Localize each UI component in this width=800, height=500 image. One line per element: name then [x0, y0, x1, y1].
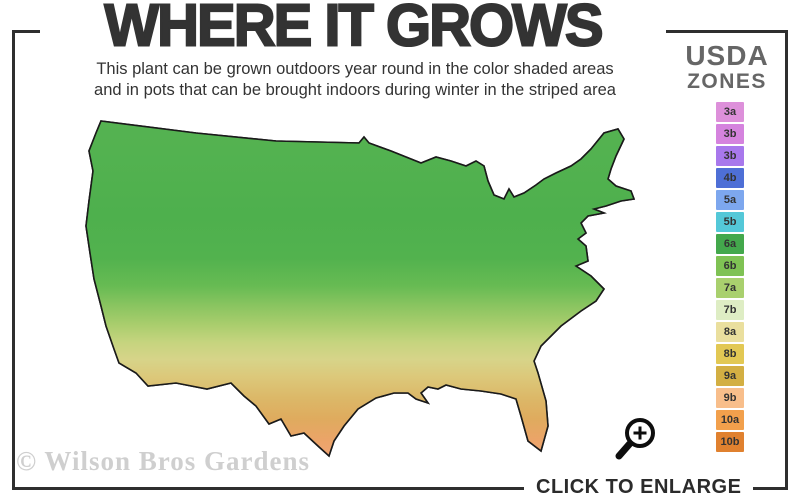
- zone-swatch-7b-9: 7b: [716, 300, 744, 320]
- city-dot: [619, 151, 625, 157]
- zone-swatch-9a-12: 9a: [716, 366, 744, 386]
- subtitle-line-1: This plant can be grown outdoors year ro…: [96, 60, 614, 78]
- zone-swatch-9b-13: 9b: [716, 388, 744, 408]
- zone-swatch-7a-8: 7a: [716, 278, 744, 298]
- zone-swatch-10a-14: 10a: [716, 410, 744, 430]
- usa-map-svg: [85, 120, 636, 458]
- us-outline-stroke: [85, 120, 635, 457]
- subtitle: This plant can be grown outdoors year ro…: [30, 59, 680, 101]
- zone-legend: 3a 3b 3b 4b 5a 5b 6a 6b 7a 7b 8a 8b 9a 9b 10a 10b: [716, 102, 744, 454]
- usa-hardiness-map: [76, 110, 676, 470]
- zone-swatch-3b-2: 3b: [716, 146, 744, 166]
- watermark: © Wilson Bros Gardens: [16, 446, 310, 476]
- zone-swatch-6a-6: 6a: [716, 234, 744, 254]
- zone-swatch-5b-5: 5b: [716, 212, 744, 232]
- zone-swatch-6b-7: 6b: [716, 256, 744, 276]
- zone-swatch-5a-4: 5a: [716, 190, 744, 210]
- zone-swatch-3b-1: 3b: [716, 124, 744, 144]
- legend-heading-usda: USDA: [685, 40, 769, 71]
- click-to-enlarge-button[interactable]: CLICK TO ENLARGE: [524, 474, 754, 500]
- zone-swatch-4b-3: 4b: [716, 168, 744, 188]
- city-dot: [543, 444, 549, 450]
- zone-swatch-8b-11: 8b: [716, 344, 744, 364]
- magnifier-plus-icon[interactable]: [612, 414, 662, 466]
- zone-swatch-8a-10: 8a: [716, 322, 744, 342]
- zone-swatch-3a-0: 3a: [716, 102, 744, 122]
- zone-swatch-10b-15: 10b: [716, 432, 744, 452]
- legend-heading-zones: ZONES: [687, 69, 767, 93]
- page-title: WHERE IT GROWS: [40, 0, 666, 59]
- subtitle-line-2: and in pots that can be brought indoors …: [94, 81, 616, 99]
- legend-heading: USDA ZONES: [668, 40, 786, 93]
